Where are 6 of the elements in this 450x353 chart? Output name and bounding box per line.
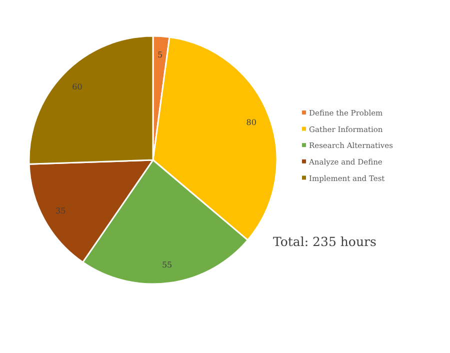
data-label: 5 — [157, 50, 163, 60]
data-label: 55 — [162, 260, 172, 270]
data-label: 35 — [55, 206, 66, 216]
data-label: 60 — [72, 82, 82, 92]
text: Total: 235 hours — [273, 234, 376, 249]
data-label: 80 — [246, 118, 256, 127]
